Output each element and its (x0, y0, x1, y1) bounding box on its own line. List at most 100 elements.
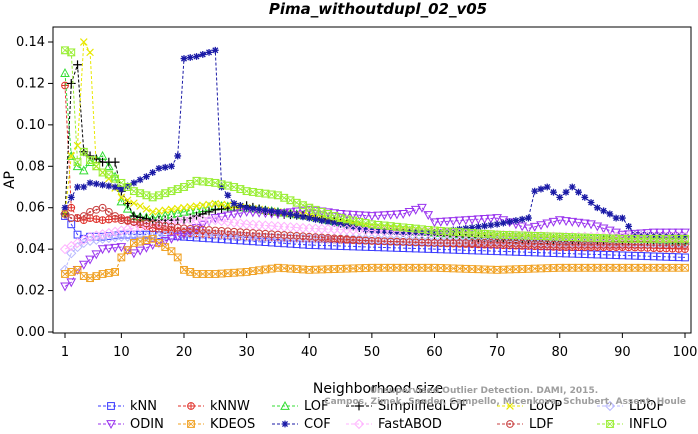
point-odin-1 (60, 282, 70, 292)
point-inflo-23 (198, 177, 208, 186)
point-odin-60 (429, 218, 440, 228)
point-loop-10 (117, 193, 126, 202)
point-inflo-53 (386, 222, 396, 231)
series-cof (61, 46, 689, 241)
point-cof-35 (274, 208, 282, 216)
point-loop-13 (136, 202, 144, 210)
legend-label-fastabod: FastABOD (378, 417, 442, 432)
point-odin-20 (179, 230, 189, 240)
point-ldf-31 (248, 229, 257, 237)
point-kdeos-13 (136, 237, 145, 246)
point-inflo-33 (261, 189, 270, 198)
point-kdeos-41 (311, 265, 320, 274)
point-inflo-63 (448, 227, 458, 236)
point-simplifiedlof-13 (135, 212, 145, 222)
point-kdeos-37 (286, 264, 295, 273)
point-cof-42 (318, 217, 326, 224)
point-kdeos-9 (111, 268, 120, 276)
point-ldf-45 (336, 234, 345, 243)
point-cof-3 (74, 183, 81, 191)
point-cof-34 (268, 207, 276, 215)
point-ldf-63 (449, 239, 458, 247)
point-ldf-69 (486, 239, 495, 247)
point-ldf-68 (480, 239, 489, 247)
point-fastabod-27 (222, 216, 233, 227)
point-ldf-48 (355, 236, 364, 244)
point-ldf-4 (79, 212, 88, 220)
point-ldf-61 (436, 239, 445, 247)
point-inflo-90 (618, 234, 627, 243)
point-cof-82 (568, 183, 576, 191)
y-tick-label-0: 0.00 (16, 325, 45, 340)
point-inflo-10 (116, 178, 126, 187)
point-odin-18 (166, 234, 177, 244)
point-kdeos-31 (248, 267, 257, 276)
point-ldf-67 (474, 239, 483, 247)
point-fastabod-9 (109, 226, 121, 237)
point-kdeos-92 (630, 263, 639, 272)
point-odin-83 (573, 218, 584, 228)
point-kdeos-22 (192, 270, 201, 278)
point-inflo-65 (461, 228, 471, 237)
point-inflo-85 (586, 233, 596, 242)
point-inflo-54 (392, 222, 402, 231)
legend-item-lof: LOF (272, 399, 329, 414)
point-ldf-80 (555, 241, 564, 249)
point-cof-44 (330, 219, 338, 227)
point-inflo-43 (323, 210, 333, 218)
point-cof-33 (262, 206, 269, 214)
point-inflo-73 (511, 231, 521, 240)
point-inflo-24 (204, 178, 214, 187)
point-cof-99 (675, 233, 683, 240)
point-ldf-29 (236, 228, 245, 237)
legend-item-ldf: LDF (497, 417, 554, 432)
point-simplifiedlof-12 (129, 211, 139, 221)
point-loop-16 (155, 207, 163, 215)
point-inflo-67 (473, 229, 483, 238)
point-ldf-9 (111, 212, 120, 220)
series-loop (61, 38, 689, 243)
point-inflo-51 (373, 221, 383, 229)
point-odin-29 (235, 209, 246, 219)
point-ldf-30 (242, 228, 251, 237)
point-inflo-80 (555, 232, 565, 241)
point-cof-10 (117, 185, 125, 193)
point-kdeos-10 (117, 253, 126, 262)
point-inflo-74 (517, 231, 527, 240)
point-ldf-90 (618, 241, 627, 249)
point-loop-23 (198, 201, 207, 210)
point-inflo-99 (674, 234, 684, 243)
legend-marker-odin (106, 420, 116, 430)
point-inflo-59 (423, 225, 433, 234)
x-tick-label-3: 30 (238, 345, 255, 360)
point-kdeos-75 (524, 264, 533, 273)
point-cof-14 (143, 173, 150, 181)
point-cof-60 (431, 229, 438, 236)
point-knn-95 (649, 252, 658, 261)
point-cof-66 (468, 224, 476, 231)
point-inflo-75 (524, 231, 533, 240)
point-knn-88 (605, 251, 614, 259)
legend-label-simplifiedlof: SimplifiedLOF (378, 399, 467, 414)
point-ldf-24 (205, 226, 213, 234)
point-kdeos-14 (142, 236, 151, 245)
point-kdeos-76 (530, 264, 539, 273)
point-knnw-2 (67, 203, 76, 212)
point-loop-3 (73, 141, 82, 150)
point-kdeos-84 (580, 263, 589, 272)
point-odin-57 (410, 205, 421, 215)
point-ldf-74 (518, 239, 527, 248)
legend-item-kdeos: KDEOS (178, 417, 255, 432)
point-kdeos-98 (668, 263, 677, 272)
legend-label-loop: LoOP (529, 399, 562, 414)
series-line-cof (64, 49, 686, 238)
point-kdeos-16 (155, 239, 163, 247)
point-ldf-28 (230, 227, 238, 236)
point-kdeos-100 (681, 263, 689, 272)
point-inflo-86 (592, 234, 602, 242)
point-ldf-84 (580, 241, 589, 249)
point-inflo-84 (580, 233, 590, 242)
point-ldf-26 (217, 227, 226, 235)
point-ldf-35 (274, 230, 282, 239)
point-inflo-19 (173, 185, 183, 193)
